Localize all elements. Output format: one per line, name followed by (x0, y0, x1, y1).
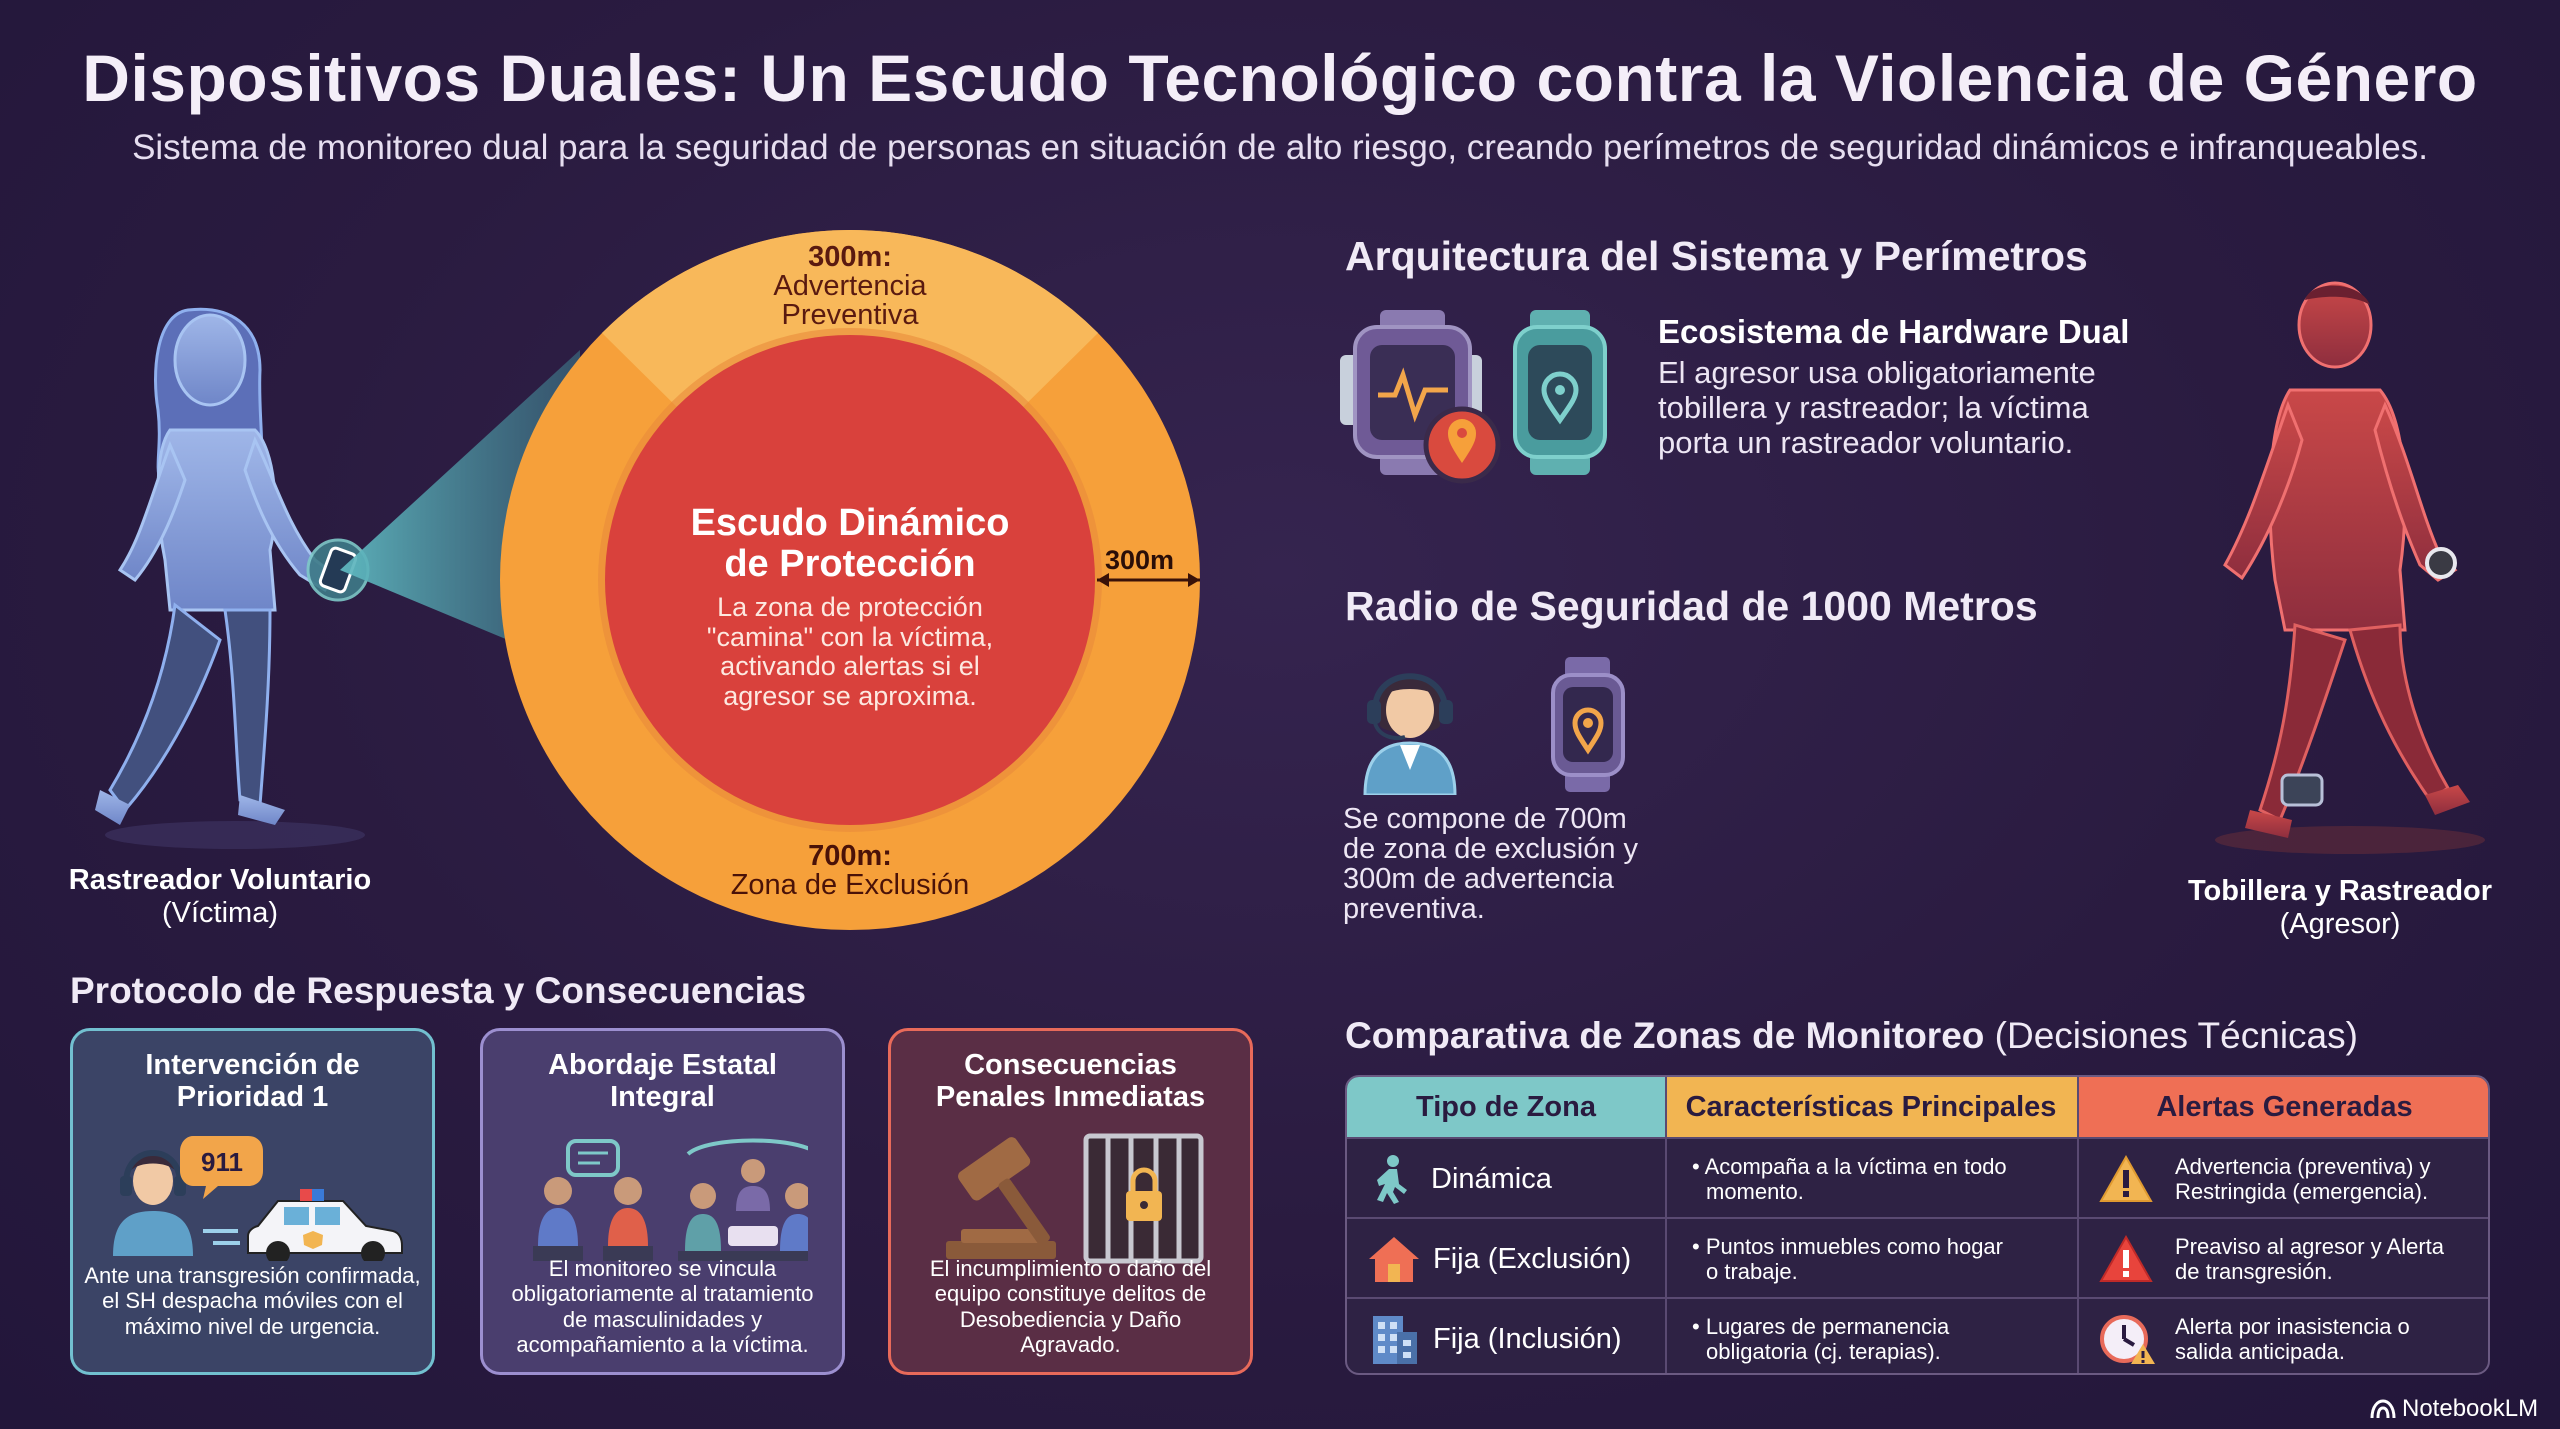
card-description: El monitoreo se vincula obligatoriamente… (511, 1256, 814, 1357)
victim-label: Rastreador Voluntario (Víctima) (68, 864, 372, 929)
table-row: Fija (Exclusión) • Puntos inmuebles como… (1347, 1217, 2488, 1297)
notebooklm-logo-icon (2370, 1399, 2396, 1419)
emergency-dispatch-icon: 911 (113, 1136, 403, 1261)
card-title: Abordaje Estatal Integral (548, 1049, 777, 1114)
protocol-card-state: Abordaje Estatal Integral El monitoreo s… (480, 1028, 845, 1375)
shield-text-2: "camina" con la víctima, (706, 621, 994, 652)
inner-exclusion-zone (605, 335, 1095, 825)
table-row: Fija (Inclusión) • Lugares de permanenci… (1347, 1297, 2488, 1373)
hardware-title: Ecosistema de Hardware Dual (1658, 313, 2130, 350)
outer-ring-label: 300m: Advertencia Preventiva (773, 241, 927, 331)
page-subtitle: Sistema de monitoreo dual para la seguri… (132, 128, 2428, 167)
radius-description: Se compone de 700m de zona de exclusión … (1343, 803, 1639, 925)
shield-text-4: agresor se aproxima. (723, 681, 977, 712)
comparison-heading: Comparativa de Zonas de Monitoreo (Decis… (1345, 1015, 2358, 1056)
table-header-features: Características Principales (1665, 1077, 2077, 1137)
building-icon (1373, 1316, 1417, 1364)
hardware-description: El agresor usa obligatoriamente tobiller… (1658, 355, 2096, 461)
gps-watch-icon (1551, 657, 1625, 792)
card-description: El incumplimiento o daño del equipo cons… (929, 1256, 1212, 1357)
shield-center: Escudo Dinámico de Protección La zona de… (640, 502, 1060, 712)
zone-comparison-table: Tipo de Zona Características Principales… (1345, 1075, 2490, 1375)
table-header-zone: Tipo de Zona (1347, 1077, 1665, 1137)
warning-yellow-icon (2099, 1154, 2153, 1202)
protocol-heading: Protocolo de Respuesta y Consecuencias (70, 970, 807, 1011)
table-row: Dinámica • Acompaña a la víctima en todo… (1347, 1137, 2488, 1217)
shield-text-1: La zona de protección (717, 592, 983, 623)
clock-alert-icon (2100, 1315, 2155, 1364)
ring-width-label: 300m (1105, 545, 1175, 575)
card-title: Intervención de Prioridad 1 (145, 1049, 360, 1114)
inner-zone-label: 700m: Zona de Exclusión (730, 840, 970, 901)
table-header-alerts: Alertas Generadas (2077, 1077, 2488, 1137)
page-title: Dispositivos Duales: Un Escudo Tecnológi… (82, 41, 2478, 115)
protocol-card-penal: Consecuencias Penales Inmediatas El incu… (888, 1028, 1253, 1375)
radius-heading: Radio de Seguridad de 1000 Metros (1345, 583, 2038, 629)
architecture-heading: Arquitectura del Sistema y Perímetros (1345, 233, 2088, 279)
hardware-devices-icon (1340, 310, 1607, 484)
shield-text-3: activando alertas si el (720, 651, 980, 682)
shield-title-line-1: Escudo Dinámico (690, 502, 1010, 544)
aggressor-label: Tobillera y Rastreador (Agresor) (2187, 875, 2493, 940)
therapy-session-icon (533, 1138, 808, 1261)
card-title: Consecuencias Penales Inmediatas (935, 1049, 1206, 1114)
house-icon (1369, 1237, 1419, 1282)
protocol-card-priority: Intervención de Prioridad 1 911 Ante una… (70, 1028, 435, 1375)
brand-watermark: NotebookLM (2370, 1395, 2538, 1423)
emergency-number-badge: 911 (201, 1147, 243, 1177)
warning-red-icon (2099, 1234, 2153, 1282)
shield-title-line-2: de Protección (724, 543, 976, 586)
operator-headset-icon (1363, 673, 1457, 795)
aggressor-figure (2215, 281, 2485, 854)
walking-person-icon (1377, 1155, 1407, 1204)
gavel-and-jail-icon (946, 1133, 1204, 1264)
victim-figure (95, 307, 370, 849)
protection-shield-diagram (500, 230, 1200, 930)
card-description: Ante una transgresión confirmada, el SH … (84, 1263, 421, 1339)
